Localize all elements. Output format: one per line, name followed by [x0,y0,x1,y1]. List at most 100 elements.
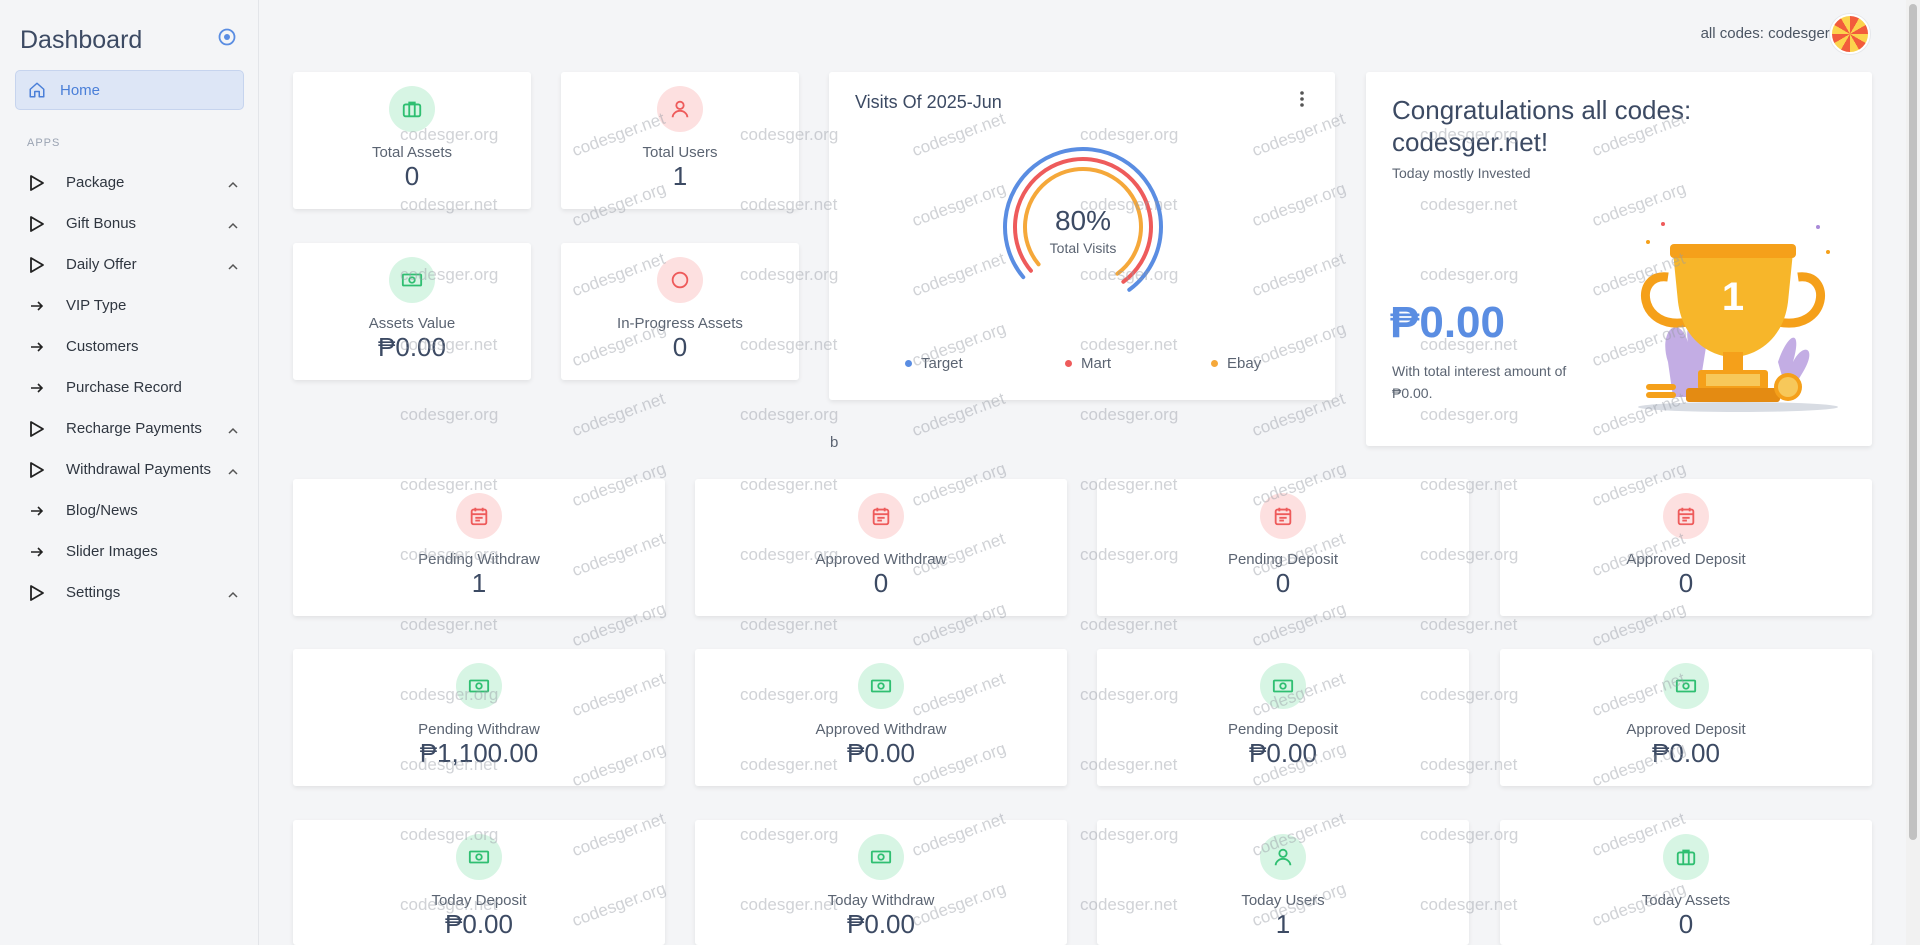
sidebar-item-vip-type[interactable]: VIP Type [26,285,248,326]
arrow-right-icon [26,377,48,399]
sidebar-item-home[interactable]: Home [15,70,244,110]
stat-value: ₱0.00 [847,738,915,768]
radial-arc-ebay [1023,167,1143,276]
trophy-illustration: 1 [1638,222,1838,412]
calendar-icon [858,493,904,539]
sidebar-item-recharge-payments[interactable]: Recharge Payments [26,408,248,449]
arrow-right-icon [26,541,48,563]
visits-center-label: Total Visits [1050,240,1117,256]
stat-label: Total Users [642,144,718,161]
money-icon [1663,663,1709,709]
sidebar-item-blog-news[interactable]: Blog/News [26,490,248,531]
stat-label: Approved Withdraw [815,551,947,568]
legend-item-ebay: Ebay [1211,355,1261,372]
sidebar-item-label: Daily Offer [66,256,137,273]
congrats-amount: ₱0.00 [1390,298,1505,347]
stat-card-approved-withdraw: Approved Withdraw ₱0.00 [695,649,1067,786]
congrats-subtitle: Today mostly Invested [1392,165,1531,181]
sidebar-title: Dashboard [20,26,143,54]
chevron-up-icon[interactable] [228,586,238,603]
user-icon [657,86,703,132]
stat-label: Today Users [1241,892,1325,909]
sidebar-item-package[interactable]: Package [26,162,248,203]
sidebar-item-label: Gift Bonus [66,215,137,232]
more-options-icon[interactable] [1299,90,1305,113]
chevron-up-icon[interactable] [228,463,238,480]
stat-value: ₱0.00 [847,909,915,939]
sidebar-item-settings[interactable]: Settings [26,572,248,613]
stat-label: Pending Withdraw [418,551,540,568]
sidebar-item-purchase-record[interactable]: Purchase Record [26,367,248,408]
sidebar-item-label: VIP Type [66,297,127,314]
stat-card-assets-value: Assets Value ₱0.00 [293,243,531,380]
visits-title: Visits Of 2025-Jun [855,92,1002,112]
stat-value: 0 [1678,909,1694,939]
stat-value: 0 [1678,568,1694,598]
money-icon [1260,663,1306,709]
sidebar-item-customers[interactable]: Customers [26,326,248,367]
sidebar-toggle-icon[interactable] [217,27,237,47]
watermark-text: codesger.org [1080,405,1179,424]
chevron-up-icon[interactable] [228,258,238,275]
stat-card-pending-withdraw: Pending Withdraw ₱1,100.00 [293,649,665,786]
stat-card-total-users: Total Users 1 [561,72,799,209]
stat-value: ₱0.00 [1652,738,1720,768]
home-icon [29,82,45,98]
user-icon [1260,834,1306,880]
sidebar-item-label: Settings [66,584,121,601]
arrow-right-icon [26,336,48,358]
chevron-up-icon[interactable] [228,176,238,193]
stat-card-today-withdraw: Today Withdraw ₱0.00 [695,820,1067,945]
stat-card-today-deposit: Today Deposit ₱0.00 [293,820,665,945]
watermark-text: codesger.net [740,615,838,634]
stat-card-pending-deposit: Pending Deposit ₱0.00 [1097,649,1469,786]
briefcase-icon [1663,834,1709,880]
congrats-title: Congratulations all codes: codesger.net! [1392,95,1692,157]
calendar-icon [1260,493,1306,539]
circle-icon [657,257,703,303]
stat-label: Total Assets [371,144,453,161]
scrollbar-thumb[interactable] [1909,4,1917,840]
arrow-right-icon [26,295,48,317]
watermark-text: codesger.org [740,405,839,424]
stat-value: ₱0.00 [378,332,446,362]
legend-item-mart: Mart [1065,355,1111,372]
stat-value: 1 [672,161,688,191]
sidebar-item-slider-images[interactable]: Slider Images [26,531,248,572]
play-triangle-icon [26,459,48,481]
play-triangle-icon [26,254,48,276]
stat-label: Today Assets [1641,892,1731,909]
watermark-text: codesger.net [1420,615,1518,634]
stat-card-pending-withdraw: Pending Withdraw 1 [293,479,665,616]
stat-card-approved-deposit: Approved Deposit 0 [1500,479,1872,616]
sidebar-item-gift-bonus[interactable]: Gift Bonus [26,203,248,244]
sidebar-item-label: Blog/News [66,502,138,519]
sidebar: Dashboard Home APPS Package Gift Bonus D… [0,0,259,945]
stat-card-pending-deposit: Pending Deposit 0 [1097,479,1469,616]
money-icon [456,663,502,709]
sidebar-item-withdrawal-payments[interactable]: Withdrawal Payments [26,449,248,490]
stray-text: b [830,434,839,451]
stat-card-today-assets: Today Assets 0 [1500,820,1872,945]
stat-label: Pending Deposit [1227,551,1339,568]
stat-card-today-users: Today Users 1 [1097,820,1469,945]
stat-value: 0 [873,568,889,598]
stat-value: ₱0.00 [1249,738,1317,768]
chevron-up-icon[interactable] [228,422,238,439]
user-name-label[interactable]: all codes: codesger.net [1700,25,1854,42]
sidebar-item-label: Withdrawal Payments [66,461,212,478]
section-label-apps: APPS [27,137,61,149]
avatar[interactable] [1830,14,1870,54]
stat-value: 1 [1275,909,1291,939]
play-triangle-icon [26,172,48,194]
chevron-up-icon[interactable] [228,217,238,234]
sidebar-item-daily-offer[interactable]: Daily Offer [26,244,248,285]
legend-item-target: Target [905,355,963,372]
page-scrollbar[interactable] [1906,0,1920,945]
stat-value: 0 [672,332,688,362]
stat-card-approved-withdraw: Approved Withdraw 0 [695,479,1067,616]
watermark-text: codesger.net [569,388,668,441]
sidebar-item-label: Home [60,81,101,99]
money-icon [456,834,502,880]
watermark-text: codesger.net [1080,615,1178,634]
